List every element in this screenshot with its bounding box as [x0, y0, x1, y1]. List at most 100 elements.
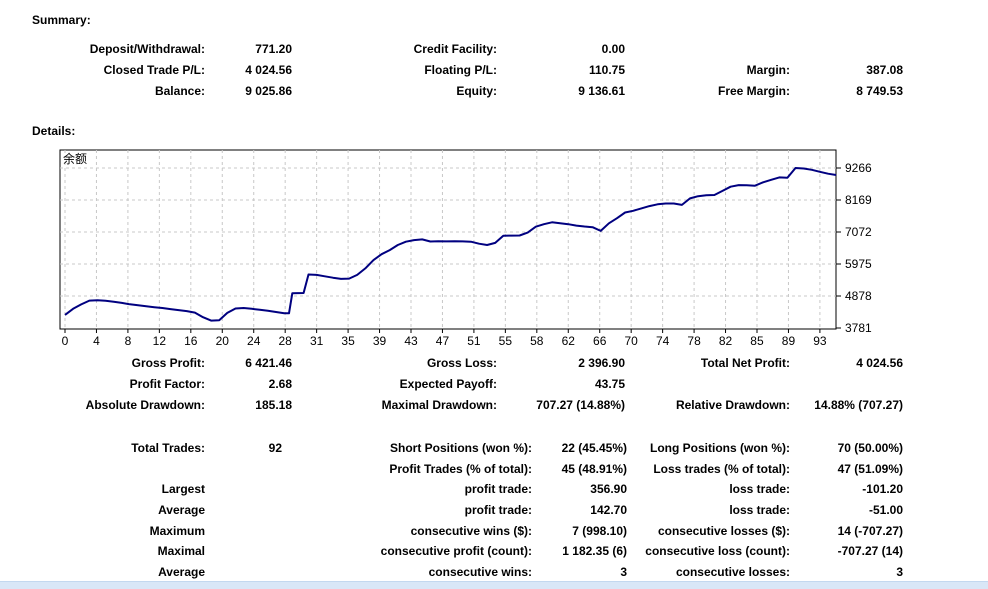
- stat-label: Deposit/Withdrawal:: [89, 41, 205, 56]
- table-row: Maximal consecutive profit (count): 1 182.…: [0, 541, 903, 562]
- x-axis-tick-label: 24: [247, 334, 261, 348]
- stat-value: 43.75: [594, 376, 625, 391]
- stat-value: 185.18: [255, 397, 292, 412]
- table-row: Deposit/Withdrawal: 771.20 Credit Facility…: [0, 38, 903, 59]
- stat-label: Closed Trade P/L:: [103, 62, 205, 77]
- x-axis-tick-label: 89: [782, 334, 796, 348]
- x-axis-tick-label: 8: [125, 334, 132, 348]
- stat-label: Gross Loss:: [426, 355, 497, 370]
- x-axis-tick-label: 62: [562, 334, 576, 348]
- stat-value: 14 (-707.27): [837, 523, 903, 538]
- stat-value: 9 025.86: [245, 83, 292, 98]
- stat-label: Maximum: [149, 523, 205, 538]
- stat-label: Average: [158, 564, 205, 579]
- stat-label: consecutive losses ($):: [657, 523, 790, 538]
- stat-value: -101.20: [862, 482, 903, 497]
- table-row: Average profit trade: 142.70 loss trade: -51…: [0, 500, 903, 521]
- stat-value: -707.27 (14): [837, 544, 903, 559]
- stat-value: 356.90: [590, 482, 627, 497]
- stat-label: Profit Factor:: [129, 376, 205, 391]
- stat-label: profit trade:: [464, 503, 532, 518]
- stat-value: 92: [268, 441, 282, 456]
- stat-value: 45 (48.91%): [561, 461, 627, 476]
- stat-label: consecutive profit (count):: [380, 544, 532, 559]
- y-axis-tick-label: 3781: [845, 321, 872, 335]
- x-axis-tick-label: 35: [341, 334, 355, 348]
- table-row: Profit Trades (% of total): 45 (48.91%) Lo…: [0, 459, 903, 480]
- stat-label: Short Positions (won %):: [390, 441, 532, 456]
- stat-label: loss trade:: [729, 503, 790, 518]
- stat-label: consecutive loss (count):: [645, 544, 790, 559]
- stat-label: Equity:: [456, 83, 497, 98]
- table-row: Gross Profit: 6 421.46 Gross Loss: 2 396.90…: [0, 352, 903, 373]
- stat-value: 0.00: [601, 41, 625, 56]
- stat-value: 1 182.35 (6): [562, 544, 627, 559]
- stat-value: 3: [620, 564, 627, 579]
- stat-value: 110.75: [588, 62, 625, 77]
- table-row: Total Trades: 92 Short Positions (won %): 2…: [0, 438, 903, 459]
- stat-value: 9 136.61: [578, 83, 625, 98]
- stat-value: 8 749.53: [856, 83, 903, 98]
- stat-label: Margin:: [746, 62, 790, 77]
- y-axis-tick-label: 8169: [845, 193, 872, 207]
- stat-value: 4 024.56: [856, 355, 903, 370]
- stat-value: 47 (51.09%): [837, 461, 903, 476]
- x-axis-tick-label: 58: [530, 334, 544, 348]
- stat-label: Balance:: [154, 83, 205, 98]
- x-axis-tick-label: 31: [310, 334, 324, 348]
- summary-heading: Summary:: [32, 13, 91, 27]
- table-row: Profit Factor: 2.68 Expected Payoff: 43.75: [0, 373, 903, 394]
- x-axis-tick-label: 78: [687, 334, 701, 348]
- x-axis-tick-label: 85: [750, 334, 764, 348]
- table-row: Maximum consecutive wins ($): 7 (998.10) co…: [0, 520, 903, 541]
- bottom-highlight-band: [0, 581, 988, 589]
- x-axis-tick-label: 4: [93, 334, 100, 348]
- stat-label: consecutive wins:: [428, 564, 532, 579]
- stat-value: 707.27 (14.88%): [536, 397, 625, 412]
- x-axis-tick-label: 39: [373, 334, 387, 348]
- stat-value: 2.68: [268, 376, 292, 391]
- stat-label: Long Positions (won %):: [650, 441, 790, 456]
- stat-value: 771.20: [255, 41, 292, 56]
- x-axis-tick-label: 12: [153, 334, 167, 348]
- stat-label: Average: [158, 503, 205, 518]
- stat-label: Free Margin:: [717, 83, 790, 98]
- stat-label: Credit Facility:: [413, 41, 497, 56]
- balance-series-line: [64, 167, 837, 322]
- x-axis-tick-label: 93: [813, 334, 827, 348]
- x-axis-tick-label: 51: [467, 334, 481, 348]
- table-row: Largest profit trade: 356.90 loss trade: -10…: [0, 479, 903, 500]
- table-row: Closed Trade P/L: 4 024.56 Floating P/L: 11…: [0, 59, 903, 80]
- stat-label: Gross Profit:: [131, 355, 205, 370]
- stat-label: Total Trades:: [131, 441, 205, 456]
- stat-label: Maximal Drawdown:: [381, 397, 497, 412]
- stat-value: 22 (45.45%): [561, 441, 627, 456]
- performance-table: Gross Profit: 6 421.46 Gross Loss: 2 396.90…: [0, 352, 903, 415]
- stat-label: Expected Payoff:: [399, 376, 497, 391]
- x-axis-tick-label: 74: [656, 334, 670, 348]
- details-heading: Details:: [32, 124, 76, 138]
- balance-chart: 0 4 8 12 16 20 24 28 31 35 39 43 47 51 55 58 62 66 70 74 78 8…: [48, 148, 948, 353]
- y-axis-tick-label: 4878: [845, 289, 872, 303]
- stat-value: 387.08: [866, 62, 903, 77]
- table-row: Average consecutive wins: 3 consecutive los…: [0, 562, 903, 583]
- x-axis-tick-label: 43: [404, 334, 418, 348]
- stat-label: Loss trades (% of total):: [653, 461, 790, 476]
- x-axis-tick-label: 16: [184, 334, 198, 348]
- x-axis-tick-label: 0: [62, 334, 69, 348]
- y-axis-tick-label: 9266: [845, 161, 872, 175]
- x-axis-tick-label: 55: [499, 334, 513, 348]
- y-axis-tick-label: 5975: [845, 257, 872, 271]
- chart-title: 余额: [63, 151, 87, 166]
- stat-label: consecutive wins ($):: [410, 523, 532, 538]
- stat-value: 4 024.56: [245, 62, 292, 77]
- stat-label: Absolute Drawdown:: [85, 397, 205, 412]
- table-row: Absolute Drawdown: 185.18 Maximal Drawdown…: [0, 394, 903, 415]
- stat-label: Floating P/L:: [424, 62, 497, 77]
- x-axis-tick-label: 82: [719, 334, 733, 348]
- x-axis-tick-label: 28: [278, 334, 292, 348]
- stat-value: 2 396.90: [578, 355, 625, 370]
- stat-label: Maximal: [157, 544, 205, 559]
- stat-label: Largest: [161, 482, 205, 497]
- x-axis-tick-label: 47: [436, 334, 450, 348]
